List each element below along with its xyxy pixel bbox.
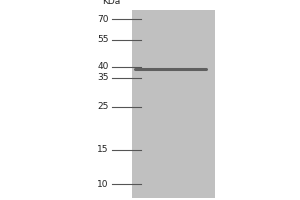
Text: 25: 25	[98, 102, 109, 111]
Text: 55: 55	[97, 35, 109, 44]
Text: 40: 40	[98, 62, 109, 71]
Text: 70: 70	[97, 15, 109, 24]
Text: 35: 35	[97, 73, 109, 82]
Bar	[132, 10, 215, 198]
Text: 10: 10	[97, 180, 109, 189]
Text: KDa: KDa	[102, 0, 121, 6]
Text: 15: 15	[97, 145, 109, 154]
